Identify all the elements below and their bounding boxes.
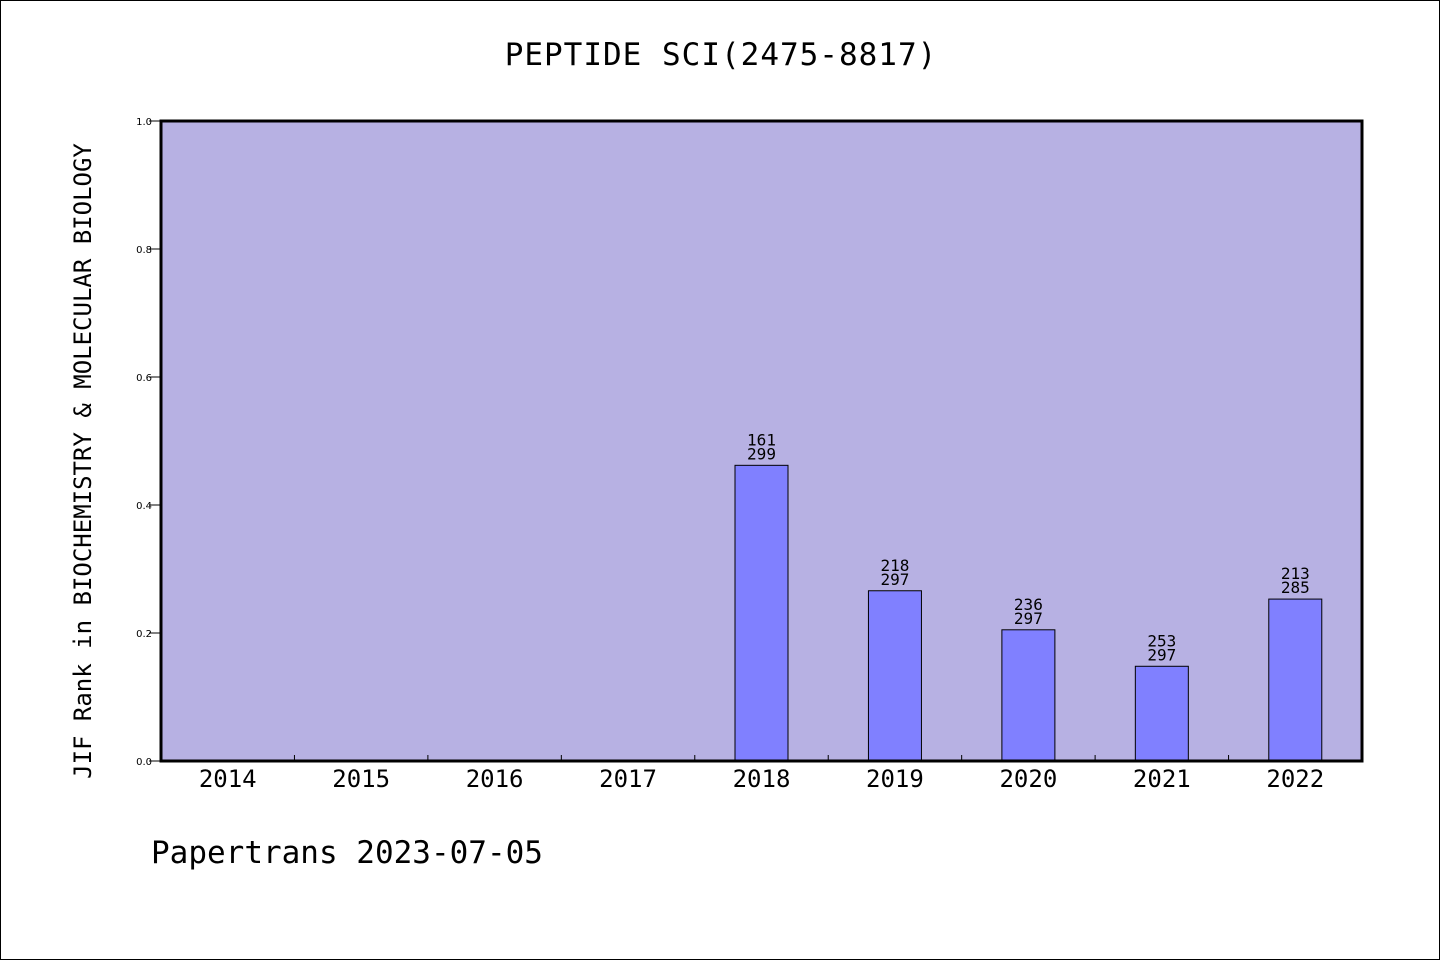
x-tick-label: 2014 <box>199 765 257 793</box>
bar-label-rank: 161 <box>747 430 776 449</box>
x-tick-label: 2020 <box>999 765 1057 793</box>
y-tick-label: 0.6 <box>136 373 152 384</box>
bar-2019 <box>867 590 922 762</box>
x-tick-label: 2021 <box>1133 765 1191 793</box>
chart-title: PEPTIDE SCI(2475-8817) <box>504 37 938 73</box>
x-tick-label: 2019 <box>866 765 924 793</box>
bar-2022 <box>1268 598 1323 762</box>
bar-label-total: 297 <box>880 570 909 589</box>
y-tick-label: 0.8 <box>136 245 152 256</box>
bar-label-rank: 213 <box>1281 564 1310 583</box>
y-tick-label: 0.0 <box>136 757 152 768</box>
y-tick-label: 1.0 <box>136 117 152 128</box>
bar-label-total: 297 <box>1014 609 1043 628</box>
x-tick-label: 2018 <box>733 765 791 793</box>
bar-2021 <box>1134 665 1189 762</box>
bar-2018 <box>734 464 789 762</box>
bar-label-total: 299 <box>747 444 776 463</box>
x-tick-label: 2016 <box>466 765 524 793</box>
bar-label-rank: 218 <box>880 556 909 575</box>
y-tick-label: 0.4 <box>136 501 152 512</box>
x-tick-label: 2022 <box>1266 765 1324 793</box>
y-tick-label: 0.2 <box>136 629 152 640</box>
x-tick-label: 2017 <box>599 765 657 793</box>
bar-label-rank: 253 <box>1147 631 1176 650</box>
bar-label-total: 297 <box>1147 645 1176 664</box>
bar-2020 <box>1001 629 1056 762</box>
footer-text: Papertrans 2023-07-05 <box>151 835 543 871</box>
bar-label-rank: 236 <box>1014 595 1043 614</box>
plot-border <box>159 119 1364 763</box>
x-tick-label: 2015 <box>332 765 390 793</box>
bar-label-total: 285 <box>1281 578 1310 597</box>
